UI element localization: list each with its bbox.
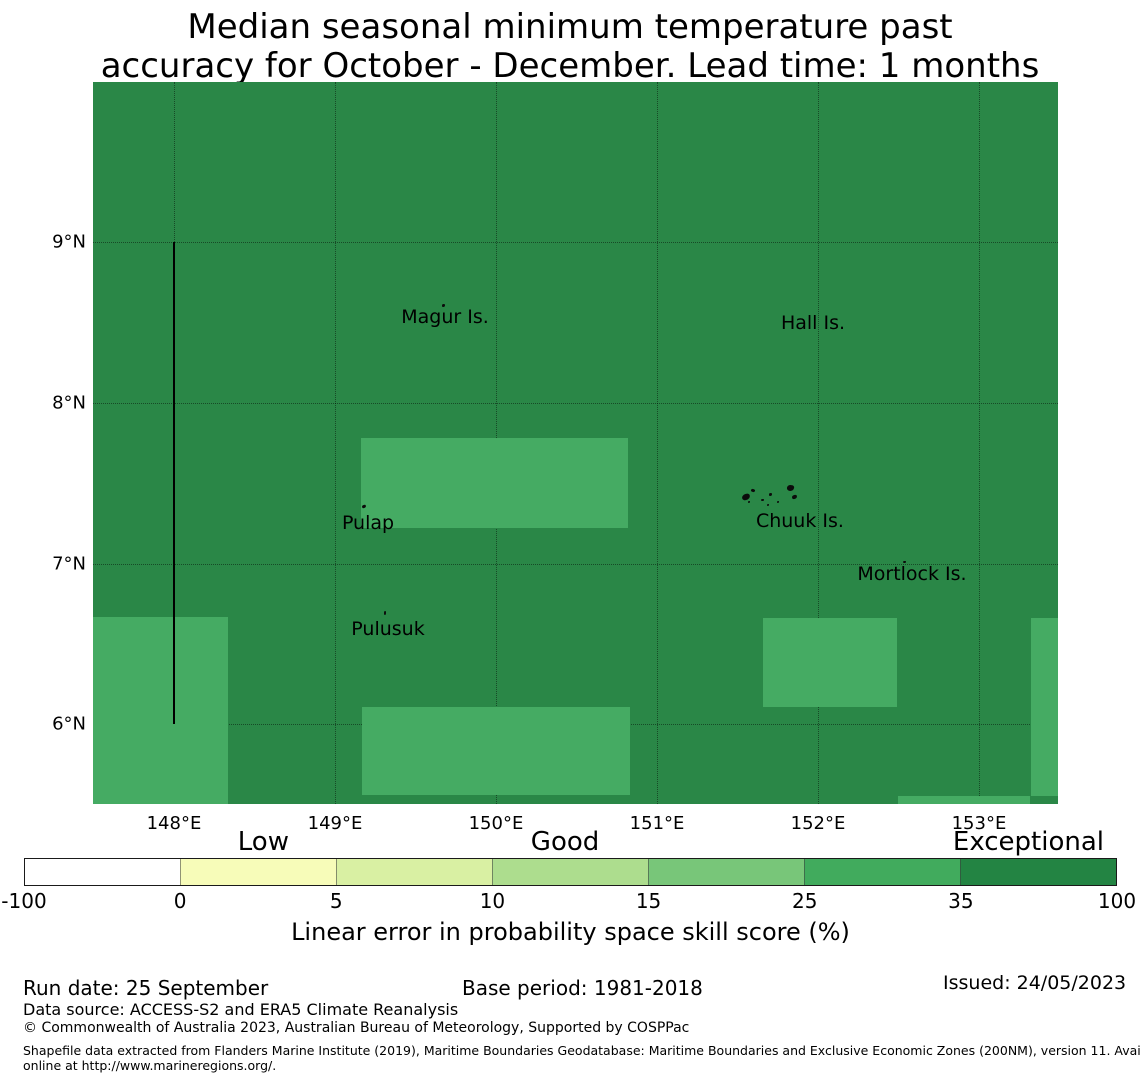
- y-axis: 9°N 8°N 7°N 6°N: [0, 82, 86, 804]
- colorbar-category-label: Good: [530, 827, 600, 857]
- patch-south-strip: [898, 795, 1030, 804]
- x-axis: 148°E 149°E 150°E 151°E 152°E 153°E: [93, 804, 1058, 838]
- map-canvas: Magur Is. Hall Is. Pulap Chuuk Is. Mortlock …: [93, 82, 1058, 804]
- colorbar-tick-label: 15: [635, 889, 662, 913]
- islet-icon: [791, 494, 797, 500]
- footer-base-period: Base period: 1981-2018: [462, 976, 703, 1000]
- islet-icon: [760, 499, 764, 502]
- islet-icon: [769, 492, 773, 496]
- colorbar-tick-label: 5: [329, 889, 343, 913]
- patch-southwest: [93, 617, 228, 804]
- patch-east-edge: [1030, 618, 1058, 796]
- colorbar-tick-label: 25: [791, 889, 818, 913]
- islet-icon: [766, 503, 769, 506]
- map-place-label: Magur Is.: [401, 306, 489, 328]
- islet-icon: [750, 488, 756, 493]
- x-axis-tick-label: 152°E: [790, 813, 846, 834]
- x-axis-tick-label: 151°E: [629, 813, 685, 834]
- x-axis-tick-label: 153°E: [951, 813, 1007, 834]
- eez-boundary-line: [173, 241, 175, 724]
- colorbar-segment: [25, 859, 180, 885]
- map-gridline-horizontal: [93, 563, 1058, 565]
- islet-icon: [902, 560, 906, 563]
- islet-icon: [777, 501, 780, 504]
- colorbar-tick-labels: -100 0 5 10 15 25 35 100: [1, 889, 1136, 913]
- patch-central-west: [360, 438, 628, 529]
- colorbar-tick-label: 100: [1097, 889, 1137, 913]
- map-place-label: Chuuk Is.: [755, 509, 844, 532]
- y-axis-tick-label: 6°N: [52, 713, 86, 735]
- map-gridline-vertical: [335, 82, 337, 804]
- footer-data-source: Data source: ACCESS-S2 and ERA5 Climate …: [23, 1000, 459, 1019]
- chart-title-line2: accuracy for October - December. Lead ti…: [100, 46, 1040, 86]
- map-place-label: Hall Is.: [780, 312, 846, 334]
- map-place-label: Pulusuk: [351, 617, 425, 640]
- map-gridline-vertical: [818, 82, 819, 804]
- colorbar: [24, 858, 1117, 886]
- colorbar-segment: [336, 859, 492, 885]
- colorbar-category-label: Low: [237, 827, 289, 857]
- colorbar-tick-label: -100: [1, 889, 47, 913]
- colorbar-segment: [648, 859, 804, 885]
- colorbar-tick-label: 0: [173, 889, 187, 913]
- map-gridline-horizontal: [93, 403, 1058, 404]
- chart-title-line1: Median seasonal minimum temperature past: [187, 7, 953, 47]
- x-axis-tick-label: 148°E: [146, 813, 202, 834]
- patch-southeast-mid: [762, 618, 898, 708]
- colorbar-title: Linear error in probability space skill …: [291, 918, 850, 946]
- footer-shapefile-attribution-line2: online at http://www.marineregions.org/.: [23, 1058, 277, 1073]
- y-axis-tick-label: 7°N: [52, 553, 86, 574]
- islet-icon: [741, 492, 752, 501]
- colorbar-segment: [960, 859, 1116, 885]
- colorbar-category-label: Exceptional: [952, 827, 1105, 857]
- x-axis-tick-label: 150°E: [468, 813, 524, 834]
- map-place-label: Pulap: [341, 511, 395, 534]
- map-gridline-vertical: [657, 82, 659, 804]
- y-axis-tick-label: 8°N: [52, 392, 86, 414]
- colorbar-tick-label: 10: [479, 889, 506, 913]
- chart-title: Median seasonal minimum temperature past…: [0, 8, 1140, 86]
- colorbar-tick-label: 35: [948, 889, 974, 913]
- footer-shapefile-attribution-line1: Shapefile data extracted from Flanders M…: [23, 1043, 1140, 1058]
- colorbar-segment: [492, 859, 648, 885]
- colorbar-category-labels: Low Good Exceptional: [24, 826, 1117, 858]
- colorbar-segment: [804, 859, 960, 885]
- footer-issued-date: Issued: 24/05/2023: [943, 972, 1127, 994]
- islet-icon: [786, 484, 795, 492]
- map-gridline-horizontal: [93, 241, 1058, 243]
- y-axis-tick-label: 9°N: [52, 231, 86, 253]
- map-place-label: Mortlock Is.: [857, 562, 967, 585]
- patch-south-central: [362, 707, 630, 796]
- islet-icon: [384, 611, 387, 616]
- map-gridline-vertical: [978, 82, 980, 804]
- footer-run-date: Run date: 25 September: [23, 976, 269, 1000]
- footer-copyright: © Commonwealth of Australia 2023, Austra…: [23, 1020, 690, 1036]
- colorbar-segment: [180, 859, 336, 885]
- islet-icon: [442, 304, 446, 308]
- islet-icon: [748, 501, 751, 504]
- x-axis-tick-label: 149°E: [307, 813, 363, 834]
